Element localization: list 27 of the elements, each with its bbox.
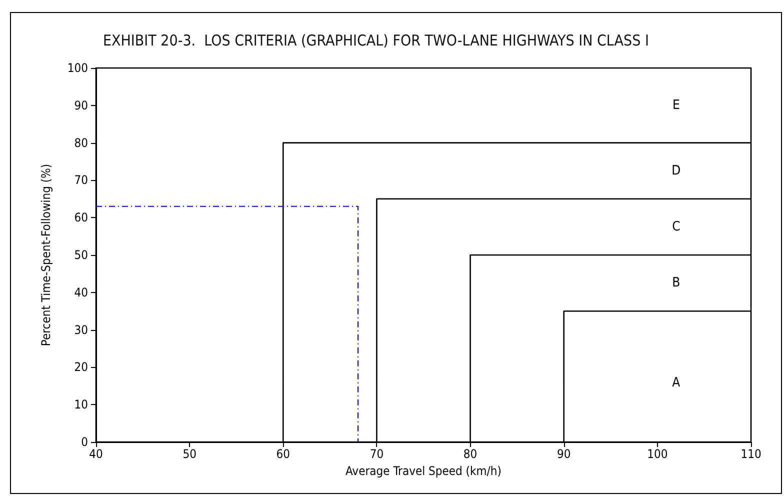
annotation: A xyxy=(672,376,680,391)
annotation: B xyxy=(672,276,680,291)
x-tick-label: 70 xyxy=(370,447,384,461)
y-tick-label: 80 xyxy=(74,136,88,150)
x-tick-label: 110 xyxy=(740,447,762,461)
annotation: C xyxy=(672,219,680,234)
x-tick-label: 100 xyxy=(647,447,668,461)
x-tick-label: 80 xyxy=(463,447,478,461)
y-tick-label: 0 xyxy=(81,435,88,449)
y-tick-label: 10 xyxy=(74,398,88,412)
x-tick-label: 40 xyxy=(89,447,103,461)
y-tick-label: 60 xyxy=(74,210,88,225)
x-tick-label: 50 xyxy=(182,447,197,461)
annotation: E xyxy=(672,98,680,113)
y-tick-label: 100 xyxy=(67,61,88,75)
y-tick-label: 40 xyxy=(74,285,88,300)
y-axis-title: Percent Time-Spent-Following (%) xyxy=(39,164,53,346)
annotation: D xyxy=(672,163,681,178)
x-axis-title: Average Travel Speed (km/h) xyxy=(346,464,502,478)
y-tick-label: 90 xyxy=(74,98,88,112)
y-tick-label: 70 xyxy=(74,173,88,188)
y-tick-label: 50 xyxy=(74,248,88,262)
y-tick-label: 30 xyxy=(74,322,88,337)
x-tick-label: 60 xyxy=(276,447,290,461)
chart-title: EXHIBIT 20-3. LOS CRITERIA (GRAPHICAL) FOR TWO-LANE HIGHWAYS IN CLASS I xyxy=(103,32,649,50)
y-tick-label: 20 xyxy=(74,360,88,374)
x-tick-label: 90 xyxy=(556,447,571,461)
